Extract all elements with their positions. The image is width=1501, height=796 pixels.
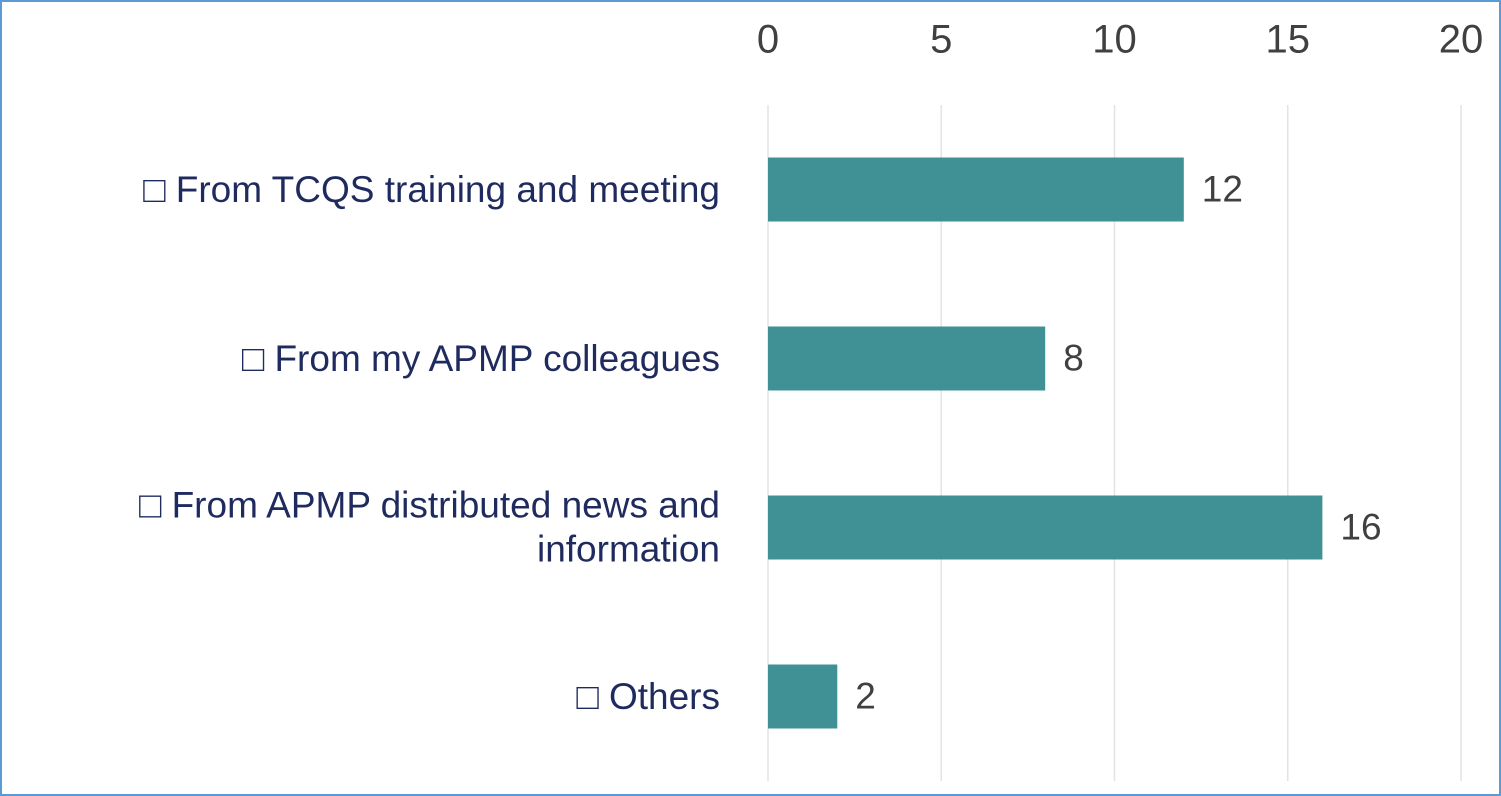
category-label: □ From my APMP colleagues <box>241 337 720 379</box>
category-label: □ From APMP distributed news and informa… <box>138 484 720 570</box>
data-label: 2 <box>855 675 876 716</box>
category-label: □ Others <box>576 675 720 717</box>
x-tick-label: 0 <box>757 18 779 62</box>
data-label: 8 <box>1063 337 1084 378</box>
x-tick-label: 5 <box>930 18 952 62</box>
bar <box>768 495 1323 560</box>
bar <box>768 157 1184 222</box>
category-label: □ From TCQS training and meeting <box>143 168 720 210</box>
data-label: 16 <box>1340 506 1381 547</box>
x-tick-label: 20 <box>1439 18 1484 62</box>
x-tick-label: 10 <box>1092 18 1137 62</box>
bar <box>768 664 838 729</box>
bar <box>768 326 1046 391</box>
data-label: 12 <box>1202 168 1243 209</box>
x-tick-label: 15 <box>1266 18 1311 62</box>
